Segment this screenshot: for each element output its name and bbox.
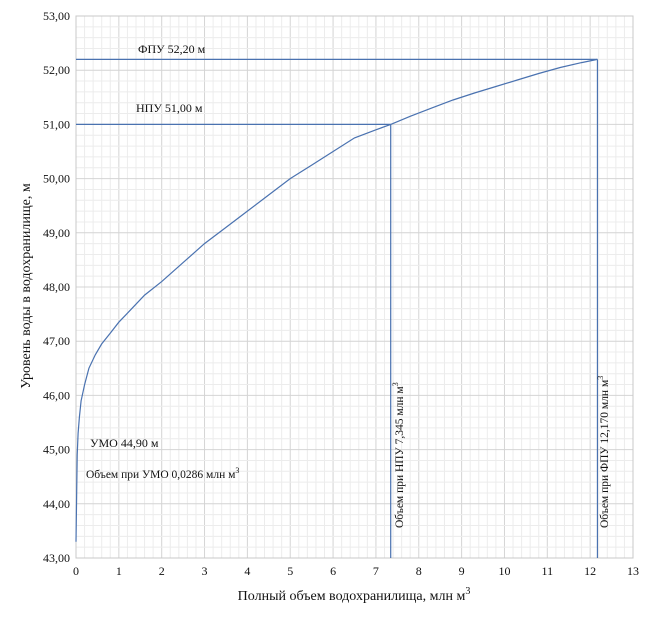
x-tick-label: 3: [202, 564, 208, 578]
reference-lines: [76, 58, 599, 558]
y-axis-label: Уровень воды в водохранилище, м: [19, 183, 34, 389]
x-tick-label: 9: [459, 564, 465, 578]
y-tick-label: 52,00: [43, 63, 70, 77]
x-tick-label: 8: [416, 564, 422, 578]
y-tick-label: 50,00: [43, 172, 70, 186]
y-tick-label: 46,00: [43, 388, 70, 402]
y-tick-label: 45,00: [43, 443, 70, 457]
y-tick-label: 53,00: [43, 9, 70, 23]
x-tick-label: 2: [159, 564, 165, 578]
x-tick-label: 6: [330, 564, 336, 578]
series-line: [75, 58, 598, 542]
y-tick-label: 51,00: [43, 117, 70, 131]
x-tick-label: 4: [244, 564, 250, 578]
npu-volume-label: Объем при НПУ 7,345 млн м3: [391, 382, 406, 528]
x-tick-label: 5: [287, 564, 293, 578]
grid: [75, 15, 634, 559]
umo-level-label: УМО 44,90 м: [90, 436, 159, 450]
x-axis-label: Полный объем водохранилища, млн м3: [238, 586, 471, 604]
y-tick-label: 49,00: [43, 226, 70, 240]
x-tick-label: 11: [542, 564, 554, 578]
plot-border: [75, 15, 634, 559]
x-tick-label: 13: [627, 564, 639, 578]
y-tick-label: 48,00: [43, 280, 70, 294]
x-tick-label: 12: [584, 564, 596, 578]
umo-volume-label: Объем при УМО 0,0286 млн м3: [86, 466, 239, 481]
fpu-volume-label: Объем при ФПУ 12,170 млн м3: [596, 376, 611, 528]
npu-label: НПУ 51,00 м: [136, 101, 203, 115]
x-tick-label: 10: [498, 564, 510, 578]
x-tick-label: 1: [116, 564, 122, 578]
x-tick-label: 7: [373, 564, 379, 578]
y-tick-label: 44,00: [43, 497, 70, 511]
y-tick-label: 47,00: [43, 334, 70, 348]
x-tick-label: 0: [73, 564, 79, 578]
y-tick-label: 43,00: [43, 551, 70, 565]
fpu-label: ФПУ 52,20 м: [138, 42, 206, 56]
tick-labels: 0 1 2 3 4 5 6 7 8 9 10 11 12 1343,0044,0045,0046,0047…: [43, 9, 639, 578]
